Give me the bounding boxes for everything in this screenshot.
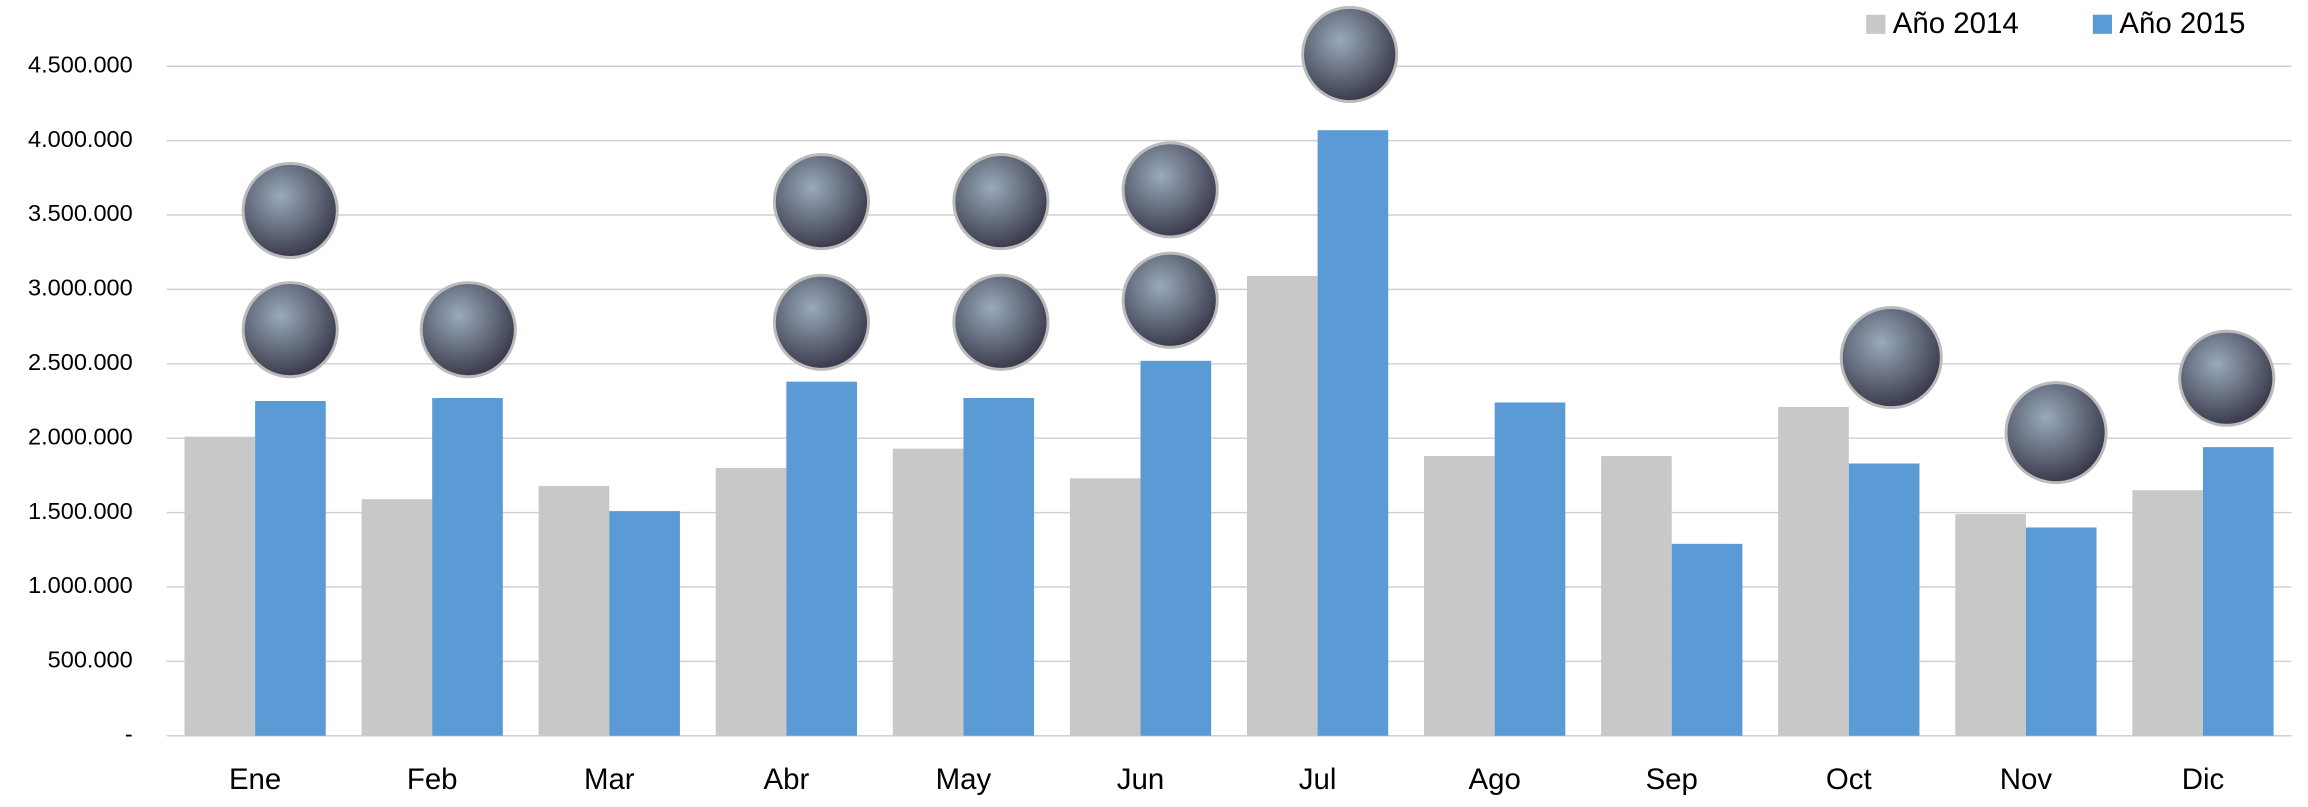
bar — [1778, 406, 1849, 736]
y-tick-label: 500.000 — [48, 647, 133, 673]
bar — [1317, 130, 1389, 736]
bar — [892, 448, 964, 736]
y-tick-label: 3.500.000 — [28, 200, 133, 226]
x-tick-label: Feb — [407, 763, 458, 796]
bar — [361, 499, 433, 736]
bar — [1246, 276, 1318, 736]
y-tick-label: 1.500.000 — [28, 498, 133, 524]
x-tick-label: May — [936, 763, 992, 796]
y-tick-label: 2.000.000 — [28, 423, 133, 449]
x-tick-label: Jul — [1299, 763, 1337, 796]
poster — [1121, 251, 1219, 349]
bar — [1848, 463, 1920, 736]
bar — [1140, 360, 1212, 736]
poster — [952, 153, 1050, 251]
x-tick-label: Jun — [1117, 763, 1164, 796]
poster — [2178, 329, 2276, 427]
x-tick-label: Sep — [1646, 763, 1698, 796]
x-tick-label: Dic — [2182, 763, 2225, 796]
poster — [1121, 141, 1219, 239]
legend-swatch — [2092, 14, 2112, 34]
poster — [1839, 306, 1943, 410]
y-tick-label: - — [125, 721, 133, 747]
y-tick-label: 1.000.000 — [28, 572, 133, 598]
bar — [786, 381, 857, 736]
poster — [241, 281, 339, 379]
bar — [538, 485, 610, 736]
x-tick-label: Ene — [229, 763, 281, 796]
bar — [255, 401, 326, 736]
bar — [432, 398, 503, 736]
bar — [963, 398, 1035, 736]
y-tick-label: 4.500.000 — [28, 51, 133, 77]
x-tick-label: Mar — [584, 763, 635, 796]
poster — [772, 273, 870, 371]
legend-label: Año 2015 — [2119, 7, 2245, 40]
bar — [1069, 478, 1141, 736]
x-tick-label: Nov — [2000, 763, 2053, 796]
poster — [952, 273, 1050, 371]
y-tick-label: 4.000.000 — [28, 126, 133, 152]
poster — [772, 153, 870, 251]
poster — [419, 281, 517, 379]
bar — [1601, 456, 1672, 736]
y-tick-label: 2.500.000 — [28, 349, 133, 375]
poster — [1301, 5, 1399, 104]
x-tick-label: Ago — [1468, 763, 1520, 796]
bar — [1955, 514, 2026, 736]
bar — [2025, 527, 2097, 736]
bar — [184, 436, 256, 736]
bar — [2132, 490, 2203, 736]
bar — [1424, 456, 1495, 736]
posters — [241, 5, 2276, 485]
bar — [609, 511, 680, 736]
x-tick-label: Abr — [763, 763, 809, 796]
x-tick-label: Oct — [1826, 763, 1872, 796]
bar — [1671, 543, 1743, 736]
y-tick-label: 3.000.000 — [28, 275, 133, 301]
bar — [1494, 402, 1566, 736]
legend-swatch — [1866, 14, 1886, 34]
bar — [2202, 447, 2274, 736]
legend-label: Año 2014 — [1893, 7, 2019, 40]
bar — [715, 467, 787, 736]
poster — [2004, 381, 2108, 485]
poster — [241, 161, 339, 259]
